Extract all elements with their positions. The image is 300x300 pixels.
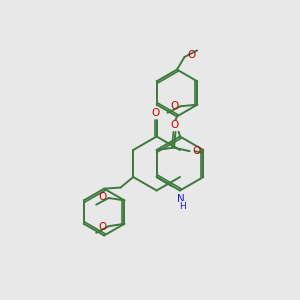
Text: O: O	[187, 50, 195, 60]
Text: O: O	[170, 100, 178, 111]
Text: O: O	[192, 146, 200, 156]
Text: O: O	[98, 222, 106, 232]
Text: O: O	[151, 108, 159, 118]
Text: H: H	[179, 202, 186, 211]
Text: O: O	[171, 120, 179, 130]
Text: O: O	[98, 192, 106, 202]
Text: N: N	[177, 194, 184, 204]
